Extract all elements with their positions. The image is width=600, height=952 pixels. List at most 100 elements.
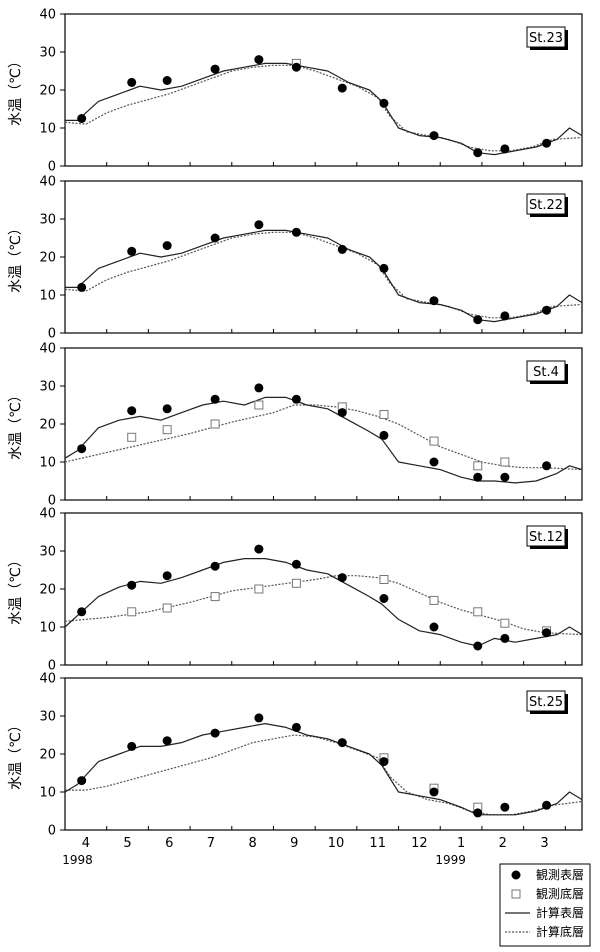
x-tick-label: 12 (411, 836, 428, 851)
obs-surface-point (500, 144, 510, 154)
obs-surface-point (337, 738, 347, 748)
obs-surface-point (542, 305, 552, 315)
y-tick-label: 30 (39, 213, 56, 228)
obs-bottom-point (210, 592, 220, 602)
obs-surface-point (127, 741, 137, 751)
plot-frame (64, 180, 583, 334)
station-label-box (526, 193, 566, 215)
obs-surface-point (77, 607, 87, 617)
y-tick-label: 30 (39, 380, 56, 395)
obs-surface-point (210, 561, 220, 571)
obs-surface-point (162, 571, 172, 581)
plot-frame (64, 13, 583, 167)
station-label: St.23 (529, 31, 563, 46)
obs-bottom-point (500, 457, 510, 467)
station-label-box (526, 26, 566, 48)
legend-label: 計算底層 (536, 924, 584, 939)
y-tick-label: 30 (39, 545, 56, 560)
obs-surface-point (77, 282, 87, 292)
obs-surface-point (379, 594, 389, 603)
obs-surface-point (77, 776, 87, 786)
calc-surface-line (64, 396, 583, 484)
obs-surface-point (77, 114, 87, 123)
y-tick-label: 20 (39, 84, 56, 99)
legend-label: 計算表層 (536, 905, 584, 920)
panel-st12: 0 10 20 30 40 水温（℃） St.12 (8, 507, 583, 674)
obs-surface-point (429, 131, 439, 141)
y-tick-label: 0 (48, 160, 56, 175)
y-tick-label: 20 (39, 748, 56, 763)
legend-obs-surface-marker (511, 870, 521, 880)
obs-surface-point (337, 244, 347, 254)
obs-surface-point (473, 641, 483, 651)
obs-surface-point (379, 430, 389, 440)
obs-surface-point (542, 461, 552, 471)
y-tick-label: 0 (48, 659, 56, 674)
y-tick-label: 40 (39, 507, 56, 522)
x-tick-label: 9 (290, 836, 298, 851)
y-tick-label: 20 (39, 251, 56, 266)
y-tick-label: 40 (39, 672, 56, 687)
calc-bottom-line (64, 404, 583, 471)
obs-surface-point (291, 559, 301, 569)
obs-surface-point (254, 220, 264, 230)
obs-surface-point (127, 246, 137, 256)
obs-surface-point (291, 722, 301, 732)
obs-surface-point (379, 263, 389, 273)
obs-surface-point (542, 138, 552, 148)
y-tick-label: 10 (39, 456, 56, 471)
obs-surface-point (162, 404, 172, 414)
y-tick-label: 30 (39, 46, 56, 61)
obs-surface-point (127, 580, 137, 590)
obs-bottom-point (291, 578, 301, 588)
x-tick-label: 3 (540, 836, 548, 851)
year-label: 1998 (62, 853, 93, 867)
year-label: 1999 (435, 853, 466, 867)
obs-surface-point (542, 628, 552, 638)
y-tick-label: 40 (39, 8, 56, 23)
obs-surface-point (210, 233, 220, 243)
calc-surface-line (65, 229, 583, 323)
obs-bottom-point (429, 595, 439, 605)
obs-surface-point (337, 83, 347, 93)
obs-surface-point (337, 408, 347, 418)
obs-surface-point (210, 728, 220, 738)
panel-st22: 0 10 20 30 40 水温（℃） St.22 (8, 175, 583, 342)
calc-bottom-line (64, 64, 583, 152)
calc-bottom-line (65, 734, 583, 816)
calc-bottom-line (64, 231, 583, 319)
y-tick-label: 10 (39, 122, 56, 137)
obs-surface-point (429, 457, 439, 467)
obs-surface-point (291, 394, 301, 404)
obs-surface-point (473, 472, 483, 482)
obs-bottom-point (379, 575, 389, 584)
obs-surface-point (162, 241, 172, 251)
x-tick-label: 1 (457, 836, 465, 851)
obs-bottom-point (254, 400, 264, 410)
obs-surface-point (429, 622, 439, 632)
obs-surface-point (254, 55, 264, 65)
obs-surface-point (291, 62, 301, 72)
y-tick-label: 10 (39, 289, 56, 304)
y-tick-label: 20 (39, 418, 56, 433)
y-tick-label: 0 (48, 494, 56, 509)
station-label: St.25 (529, 695, 563, 710)
obs-surface-point (291, 227, 301, 237)
y-tick-label: 40 (39, 175, 56, 190)
obs-surface-point (379, 757, 389, 767)
x-tick-label: 8 (248, 836, 256, 851)
obs-bottom-point (473, 607, 483, 617)
y-tick-label: 30 (39, 710, 56, 725)
obs-surface-point (254, 544, 264, 554)
y-tick-label: 0 (48, 824, 56, 839)
obs-surface-point (127, 77, 137, 87)
obs-surface-point (473, 148, 483, 158)
obs-bottom-point (210, 419, 220, 429)
obs-surface-point (542, 800, 552, 810)
obs-surface-point (162, 76, 172, 85)
x-tick-label: 11 (369, 836, 386, 851)
obs-bottom-point (500, 618, 510, 628)
